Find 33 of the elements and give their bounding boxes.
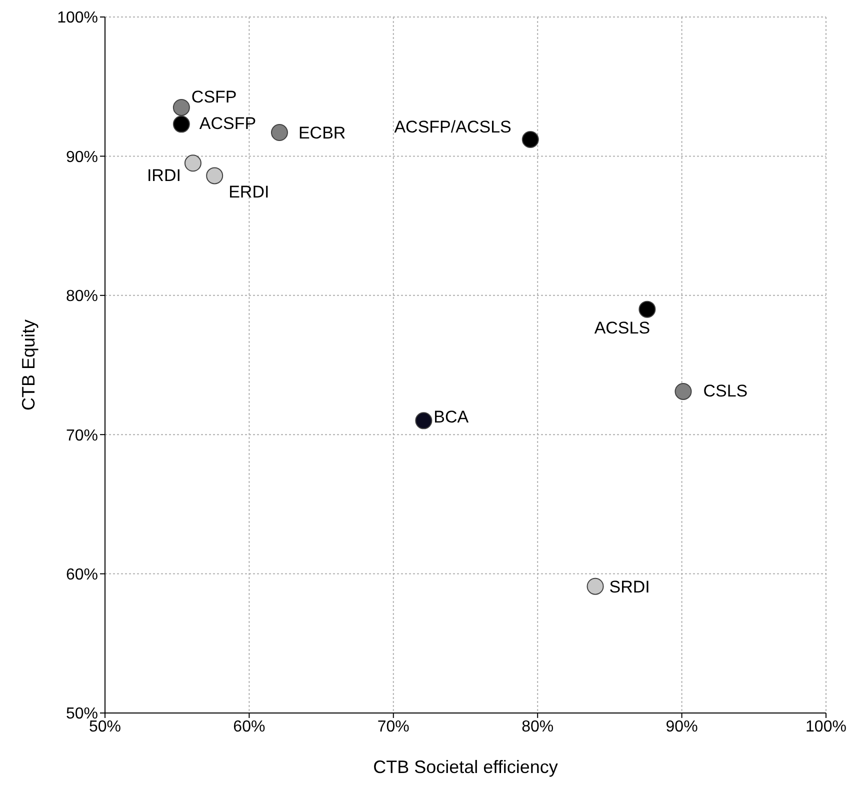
annotation: CSFP: [191, 87, 237, 106]
x-tick-label: 100%: [806, 718, 846, 736]
point: [638, 300, 656, 318]
annotation: IRDI: [146, 166, 181, 186]
annotation: ERDI: [228, 182, 270, 202]
y-tick-label: 80%: [66, 288, 98, 306]
y-tick-label: 70%: [66, 427, 98, 444]
annotation: ECBR: [298, 124, 346, 143]
x-tick-label: 70%: [377, 718, 410, 736]
annotation: ACSLS: [594, 318, 650, 338]
point: [415, 412, 432, 430]
y-tick-label: 100%: [57, 10, 98, 27]
annotation: ACSFP/ACSLS: [394, 117, 512, 136]
x-tick-label: 50%: [88, 718, 122, 736]
annotation: ACSFP: [199, 114, 256, 134]
point: [674, 382, 692, 400]
y-axis-title: CTB Equity: [18, 319, 38, 411]
x-tick-label: 80%: [522, 718, 554, 736]
y-tick-label: 60%: [66, 566, 98, 584]
point: [586, 578, 604, 595]
annotation: SRDI: [609, 577, 650, 596]
x-axis-title: CTB Societal efficiency: [373, 757, 558, 777]
x-tick-label: 90%: [666, 718, 698, 736]
point: [184, 154, 202, 172]
point: [522, 130, 539, 148]
annotation: BCA: [434, 408, 470, 427]
point: [172, 116, 190, 133]
y-tick-label: 90%: [66, 148, 98, 166]
point: [206, 167, 224, 184]
x-tick-label: 60%: [233, 718, 266, 736]
point: [270, 124, 288, 142]
point: [172, 98, 190, 116]
annotation: CSLS: [703, 381, 748, 400]
